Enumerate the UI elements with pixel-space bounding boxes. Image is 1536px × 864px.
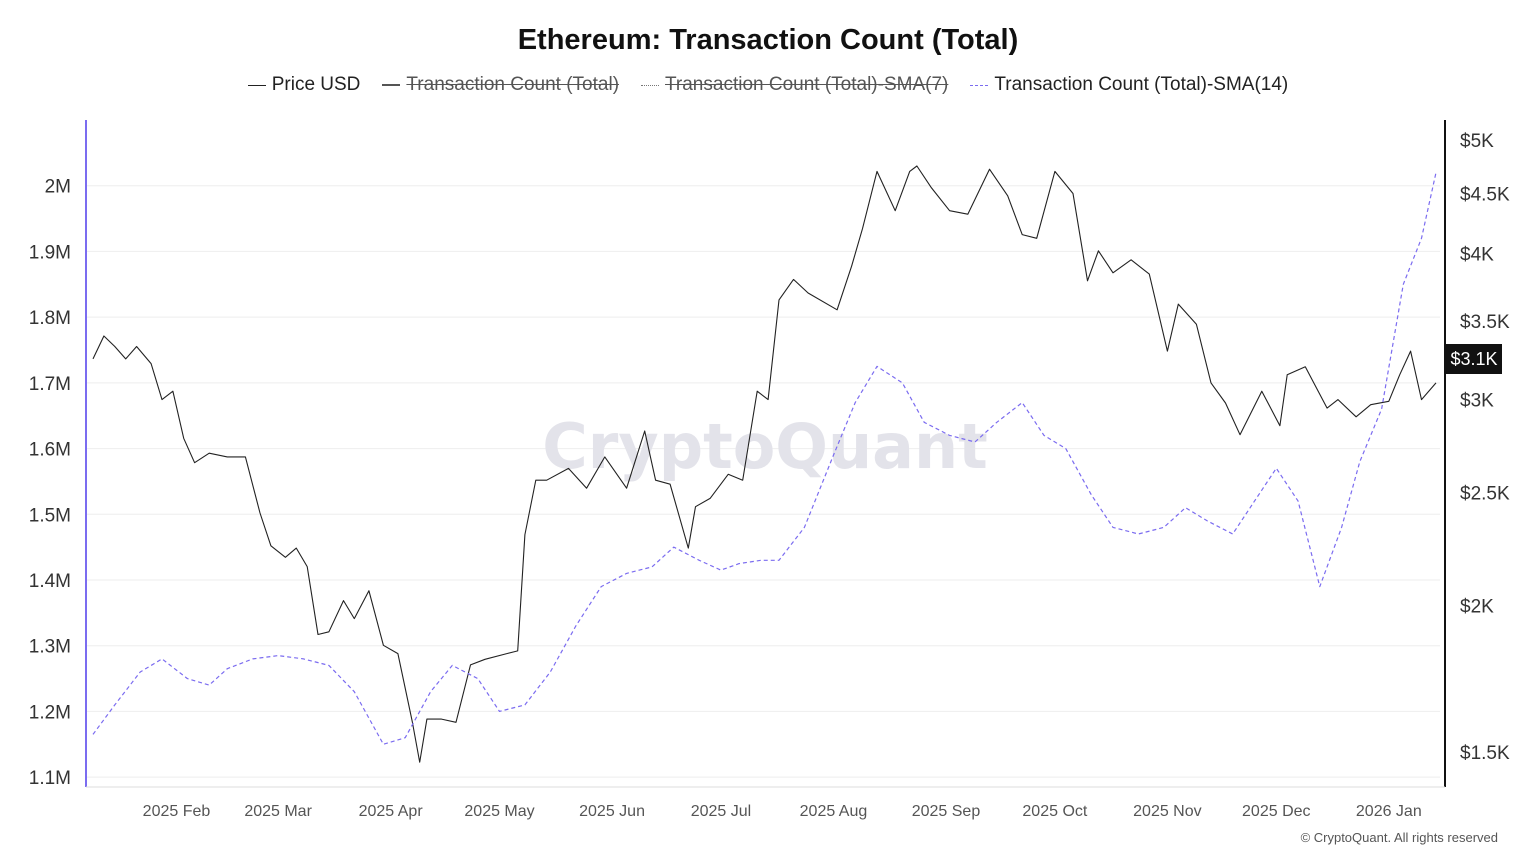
legend: Price USD Transaction Count (Total) Transa… xyxy=(0,74,1536,96)
x-tick-label: 2025 Mar xyxy=(244,803,312,820)
y-left-tick-label: 1.4M xyxy=(29,571,71,592)
legend-swatch xyxy=(641,84,660,86)
x-tick-label: 2025 Dec xyxy=(1242,803,1311,820)
y-right-ticks: $1.5K $2K $2.5K $3K $3.5K $4K $4.5K $5K xyxy=(1460,131,1510,764)
credit-text: © CryptoQuant. All rights reserved xyxy=(1300,830,1498,845)
x-tick-label: 2025 Apr xyxy=(359,803,424,820)
x-tick-label: 2025 Feb xyxy=(143,803,211,820)
y-right-tick-label: $4.5K xyxy=(1460,184,1510,205)
y-left-tick-label: 1.2M xyxy=(29,702,71,723)
x-tick-label: 2025 Oct xyxy=(1022,803,1087,820)
legend-swatch xyxy=(382,84,401,86)
y-left-tick-label: 1.1M xyxy=(29,768,71,789)
x-tick-label: 2025 May xyxy=(464,803,534,820)
y-right-tick-label: $2.5K xyxy=(1460,483,1510,504)
y-right-tick-label: $3.5K xyxy=(1460,312,1510,333)
y-left-tick-label: 1.6M xyxy=(29,440,71,461)
y-left-tick-label: 1.8M xyxy=(29,308,71,329)
y-left-tick-label: 1.9M xyxy=(29,242,71,263)
y-right-tick-label: $5K xyxy=(1460,131,1494,152)
y-left-tick-label: 1.5M xyxy=(29,505,71,526)
y-left-tick-label: 1.3M xyxy=(29,637,71,658)
y-right-tick-label: $4K xyxy=(1460,244,1494,265)
x-tick-label: 2026 Jan xyxy=(1356,803,1422,820)
grid-lines xyxy=(86,185,1440,778)
x-tick-label: 2025 Aug xyxy=(800,803,868,820)
y-left-ticks: 1.1M 1.2M 1.3M 1.4M 1.5M 1.6M 1.7M 1.8M 1.9M 2M xyxy=(29,177,71,789)
y-left-tick-label: 1.7M xyxy=(29,374,71,395)
y-right-tick-label: $1.5K xyxy=(1460,743,1510,764)
x-tick-label: 2025 Jun xyxy=(579,803,645,820)
y-right-tick-label: $2K xyxy=(1460,597,1494,618)
x-tick-label: 2025 Sep xyxy=(912,803,981,820)
legend-item[interactable]: Transaction Count (Total) xyxy=(382,74,619,96)
series-group xyxy=(92,165,1437,763)
x-tick-label: 2025 Nov xyxy=(1133,803,1202,820)
y-left-tick-label: 2M xyxy=(45,177,71,198)
chart-title: Ethereum: Transaction Count (Total) xyxy=(517,24,1019,56)
legend-item[interactable]: Transaction Count (Total)-SMA(14) xyxy=(970,74,1288,96)
legend-item[interactable]: Transaction Count (Total)-SMA(7) xyxy=(641,74,948,96)
x-tick-label: 2025 Jul xyxy=(691,803,752,820)
legend-swatch xyxy=(970,84,989,86)
legend-label: Transaction Count (Total) xyxy=(406,74,620,95)
x-ticks: 2025 Feb 2025 Mar 2025 Apr 2025 May 2025 Jun… xyxy=(143,803,1422,820)
legend-swatch xyxy=(247,84,266,86)
legend-label: Transaction Count (Total)-SMA(14) xyxy=(994,74,1289,95)
legend-item[interactable]: Price USD xyxy=(247,74,361,96)
legend-label: Transaction Count (Total)-SMA(7) xyxy=(665,74,949,95)
series-line-sma14 xyxy=(92,172,1437,745)
y-right-tick-label: $3K xyxy=(1460,391,1494,412)
price-badge: $3.1K xyxy=(1446,344,1502,374)
watermark: CryptoQuant xyxy=(542,410,988,483)
legend-label: Price USD xyxy=(271,74,361,95)
series-line-price-usd xyxy=(92,165,1437,763)
